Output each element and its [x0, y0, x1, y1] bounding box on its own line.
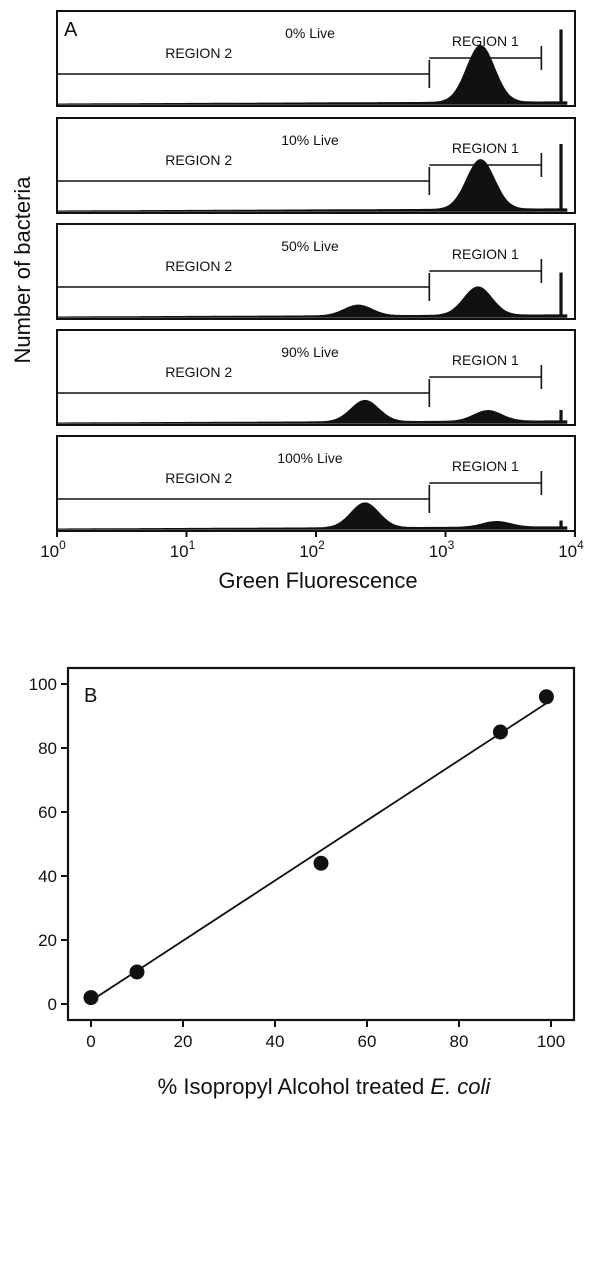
histogram-area — [56, 44, 568, 105]
panel-a-histograms: A Number of bacteria REGION 2 REGION 1 0% … — [10, 10, 584, 593]
histogram-frame — [56, 117, 576, 214]
x-tick-label: 101 — [170, 538, 196, 561]
histogram-panel: REGION 2 REGION 1 0% Live — [56, 10, 576, 107]
x-tick-label-b: 100 — [537, 1032, 565, 1051]
y-tick-label-b: 0 — [48, 995, 57, 1014]
histogram-frame — [56, 223, 576, 320]
plot-frame-b — [66, 666, 576, 1022]
y-tick-label-b: 20 — [38, 931, 57, 950]
y-tick-label-b: 100 — [29, 675, 57, 694]
region-2-label: REGION 2 — [165, 258, 232, 274]
region-1-label: REGION 1 — [452, 458, 519, 474]
fit-line — [90, 702, 547, 1002]
histogram-panel: REGION 2 REGION 1 100% Live — [56, 435, 576, 532]
x-axis-title-b: % Isopropyl Alcohol treated E. coli — [158, 1074, 492, 1099]
x-tick-label: 103 — [429, 538, 455, 561]
histogram-area — [56, 502, 568, 530]
live-percentage-label: 10% Live — [281, 132, 339, 148]
region-2-label: REGION 2 — [165, 45, 232, 61]
histogram-frame — [56, 10, 576, 107]
region-1-label: REGION 1 — [452, 140, 519, 156]
panel-b-axes: 0 20 40 60 80 100 0 20 40 60 80 100 — [29, 675, 566, 1051]
region-1-label: REGION 1 — [452, 246, 519, 262]
region-gates — [58, 153, 543, 195]
region-gates — [58, 46, 543, 88]
x-axis-a-ticks: 100 101 102 103 104 — [40, 531, 584, 561]
live-percentage-label: 0% Live — [285, 25, 335, 41]
region-1-label: REGION 1 — [452, 33, 519, 49]
x-axis-title-a: Green Fluorescence — [218, 568, 417, 593]
x-axis-title-b-prefix: % Isopropyl Alcohol treated — [158, 1074, 431, 1099]
x-tick-label-b: 60 — [358, 1032, 377, 1051]
data-point — [129, 964, 145, 980]
x-tick-label: 100 — [40, 538, 66, 561]
live-percentage-label: 50% Live — [281, 238, 339, 254]
histogram-stack: REGION 2 REGION 1 0% Live REGION 2 REGION 1 1… — [56, 10, 576, 532]
data-point — [492, 724, 508, 740]
histogram-area — [56, 159, 568, 212]
region-gates — [58, 471, 543, 513]
y-axis-title-a: Number of bacteria — [10, 176, 35, 364]
marker-peak — [559, 29, 563, 105]
y-tick-label-b: 80 — [38, 739, 57, 758]
data-point — [538, 689, 554, 705]
histogram-panel: REGION 2 REGION 1 10% Live — [56, 117, 576, 214]
histogram-area — [56, 286, 568, 318]
x-tick-label: 102 — [299, 538, 325, 561]
region-1-label: REGION 1 — [452, 352, 519, 368]
x-axis-title-b-species: E. coli — [430, 1074, 491, 1099]
region-gates — [58, 259, 543, 301]
data-point — [313, 855, 329, 871]
live-percentage-label: 90% Live — [281, 344, 339, 360]
x-tick-label-b: 0 — [86, 1032, 95, 1051]
region-2-label: REGION 2 — [165, 470, 232, 486]
region-2-label: REGION 2 — [165, 152, 232, 168]
data-point — [83, 990, 99, 1006]
marker-peak — [559, 520, 563, 530]
x-tick-label-b: 80 — [450, 1032, 469, 1051]
region-2-label: REGION 2 — [165, 364, 232, 380]
histogram-area — [56, 399, 568, 424]
x-tick-label: 104 — [558, 538, 584, 561]
x-tick-label-b: 20 — [174, 1032, 193, 1051]
y-tick-label-b: 60 — [38, 803, 57, 822]
y-tick-label-b: 40 — [38, 867, 57, 886]
marker-peak — [559, 410, 563, 424]
panel-b-label: B — [84, 685, 97, 707]
x-tick-label-b: 40 — [266, 1032, 285, 1051]
region-gates — [58, 365, 543, 407]
panel-b-plot — [83, 689, 554, 1006]
histogram-panel: REGION 2 REGION 1 90% Live — [56, 329, 576, 426]
marker-peak — [559, 144, 563, 212]
live-percentage-label: 100% Live — [277, 450, 343, 466]
panel-a-label: A — [64, 19, 78, 41]
histogram-panel: REGION 2 REGION 1 50% Live — [56, 223, 576, 320]
histogram-frame — [56, 329, 576, 426]
panel-b-scatter: B 0 20 40 60 80 100 0 20 40 60 80 100 % Isopropyl A… — [29, 666, 576, 1099]
marker-peak — [559, 272, 563, 318]
